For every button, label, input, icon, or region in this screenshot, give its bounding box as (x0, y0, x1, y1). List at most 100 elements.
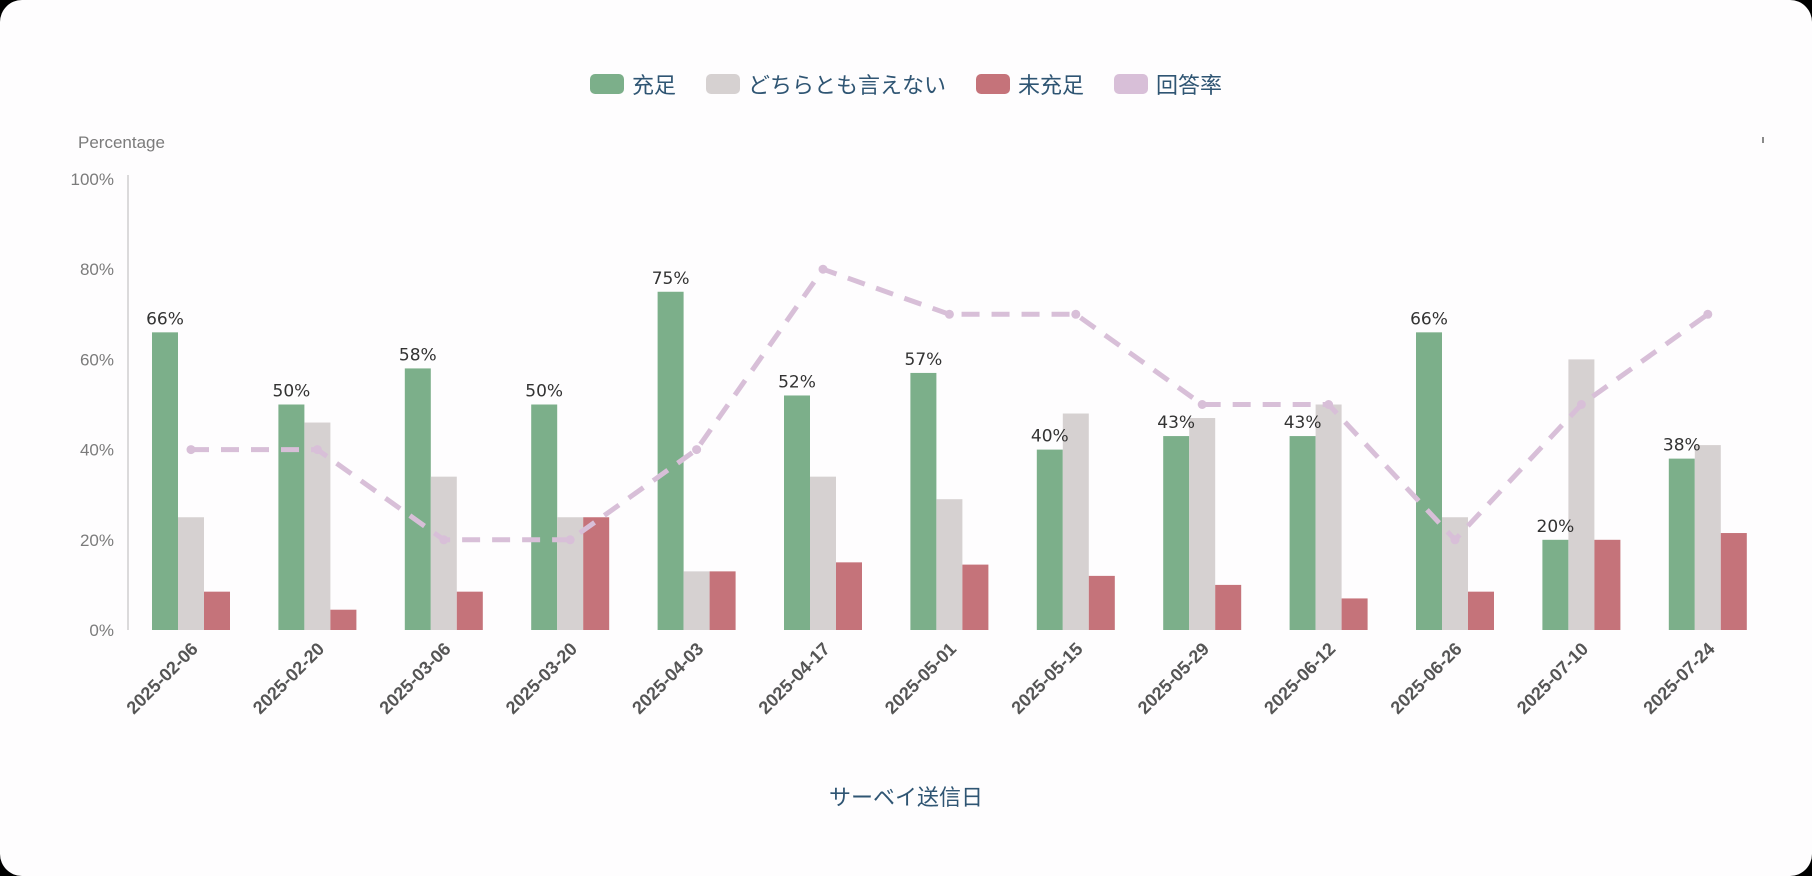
legend-item[interactable]: 未充足 (976, 68, 1084, 100)
line-point[interactable] (1703, 309, 1713, 319)
x-tick-label: 2025-04-17 (755, 639, 834, 718)
line-point[interactable] (565, 535, 575, 545)
bar[interactable] (784, 395, 810, 630)
bar[interactable] (1189, 418, 1216, 630)
legend-swatch-icon (1114, 74, 1149, 94)
legend-label: どちらとも言えない (747, 74, 946, 99)
bar[interactable] (430, 476, 457, 630)
data-label: 38% (1663, 436, 1701, 456)
legend-label: 未充足 (1018, 74, 1085, 99)
y-tick-label: 80% (80, 260, 114, 279)
data-label: 43% (1284, 413, 1322, 433)
line-point[interactable] (692, 445, 702, 455)
data-label: 20% (1537, 517, 1575, 537)
bar[interactable] (962, 564, 989, 630)
line-point[interactable] (818, 264, 828, 274)
line-point[interactable] (1576, 400, 1586, 409)
data-label: 50% (273, 382, 311, 402)
y-tick-label: 100% (71, 170, 114, 189)
data-label: 52% (778, 372, 816, 392)
bar[interactable] (1668, 458, 1695, 630)
bar[interactable] (1442, 517, 1468, 630)
bar[interactable] (1694, 445, 1721, 630)
legend-swatch-icon (589, 74, 624, 94)
y-axis-title: Percentage (78, 133, 165, 152)
bar[interactable] (1163, 436, 1190, 630)
bar[interactable] (178, 517, 204, 630)
x-tick-label: 2025-03-06 (375, 639, 454, 718)
x-tick-label: 2025-06-12 (1260, 639, 1339, 718)
x-tick-label: 2025-05-29 (1134, 639, 1213, 718)
y-tick-label: 20% (80, 531, 114, 550)
legend-label: 充足 (631, 74, 676, 99)
line-point[interactable] (944, 309, 954, 319)
bar[interactable] (1594, 539, 1621, 630)
bar[interactable] (1036, 449, 1063, 630)
x-tick-label: 2025-02-20 (249, 639, 328, 718)
data-label: 43% (1157, 413, 1195, 433)
legend-item[interactable]: 回答率 (1114, 68, 1222, 100)
bar[interactable] (583, 517, 610, 630)
bar[interactable] (1062, 413, 1089, 630)
data-label: 50% (525, 382, 563, 402)
axis-marker (1762, 137, 1764, 143)
bar[interactable] (404, 368, 431, 630)
y-tick-label: 0% (89, 621, 114, 640)
data-label: 66% (146, 309, 184, 329)
x-tick-label: 2025-07-10 (1513, 639, 1592, 718)
bar[interactable] (1341, 598, 1368, 630)
bar[interactable] (910, 372, 937, 630)
data-label: 66% (1410, 309, 1448, 329)
bar[interactable] (1568, 359, 1595, 630)
bar[interactable] (810, 476, 836, 630)
bar[interactable] (1468, 591, 1494, 630)
data-label: 58% (399, 345, 437, 365)
bar[interactable] (1215, 584, 1242, 630)
x-tick-label: 2025-04-03 (628, 639, 707, 718)
bar[interactable] (936, 499, 963, 630)
x-axis-title: サーベイ送信日 (828, 786, 983, 811)
x-tick-label: 2025-03-20 (502, 639, 581, 718)
data-label: 57% (905, 350, 943, 370)
line-point[interactable] (1450, 535, 1460, 545)
legend-item[interactable]: どちらとも言えない (705, 68, 946, 100)
bar[interactable] (1416, 332, 1442, 630)
bar[interactable] (1289, 436, 1316, 630)
bar[interactable] (709, 571, 736, 630)
line-point[interactable] (1071, 309, 1081, 319)
y-tick-label: 40% (80, 441, 114, 460)
data-label: 40% (1031, 427, 1069, 447)
x-tick-label: 2025-06-26 (1387, 639, 1466, 718)
bar[interactable] (278, 404, 305, 631)
bar[interactable] (557, 517, 584, 630)
bar[interactable] (330, 609, 357, 630)
bar[interactable] (683, 571, 710, 630)
legend-swatch-icon (705, 74, 740, 94)
bar[interactable] (1542, 539, 1569, 630)
bar[interactable] (836, 562, 862, 630)
line-point[interactable] (1324, 400, 1334, 409)
line-point[interactable] (439, 535, 449, 545)
bar[interactable] (152, 332, 178, 630)
bar[interactable] (1720, 533, 1747, 630)
x-tick-label: 2025-05-01 (881, 639, 960, 718)
line-point[interactable] (312, 445, 322, 455)
legend-swatch-icon (976, 74, 1010, 94)
x-tick-label: 2025-05-15 (1007, 639, 1086, 718)
line-point[interactable] (1197, 400, 1207, 409)
bar[interactable] (204, 591, 230, 630)
bar[interactable] (456, 591, 483, 630)
bar[interactable] (1315, 404, 1342, 631)
x-tick-label: 2025-02-06 (123, 639, 202, 718)
data-label: 75% (652, 269, 690, 289)
y-tick-label: 60% (80, 350, 114, 369)
legend-item[interactable]: 充足 (589, 68, 676, 100)
legend: 充足 どちらとも言えない 未充足 回答率 (0, 68, 1812, 100)
x-tick-label: 2025-07-24 (1639, 639, 1718, 718)
legend-label: 回答率 (1156, 74, 1223, 99)
bar[interactable] (1088, 575, 1115, 630)
line-point[interactable] (186, 445, 196, 455)
bar[interactable] (531, 404, 558, 631)
